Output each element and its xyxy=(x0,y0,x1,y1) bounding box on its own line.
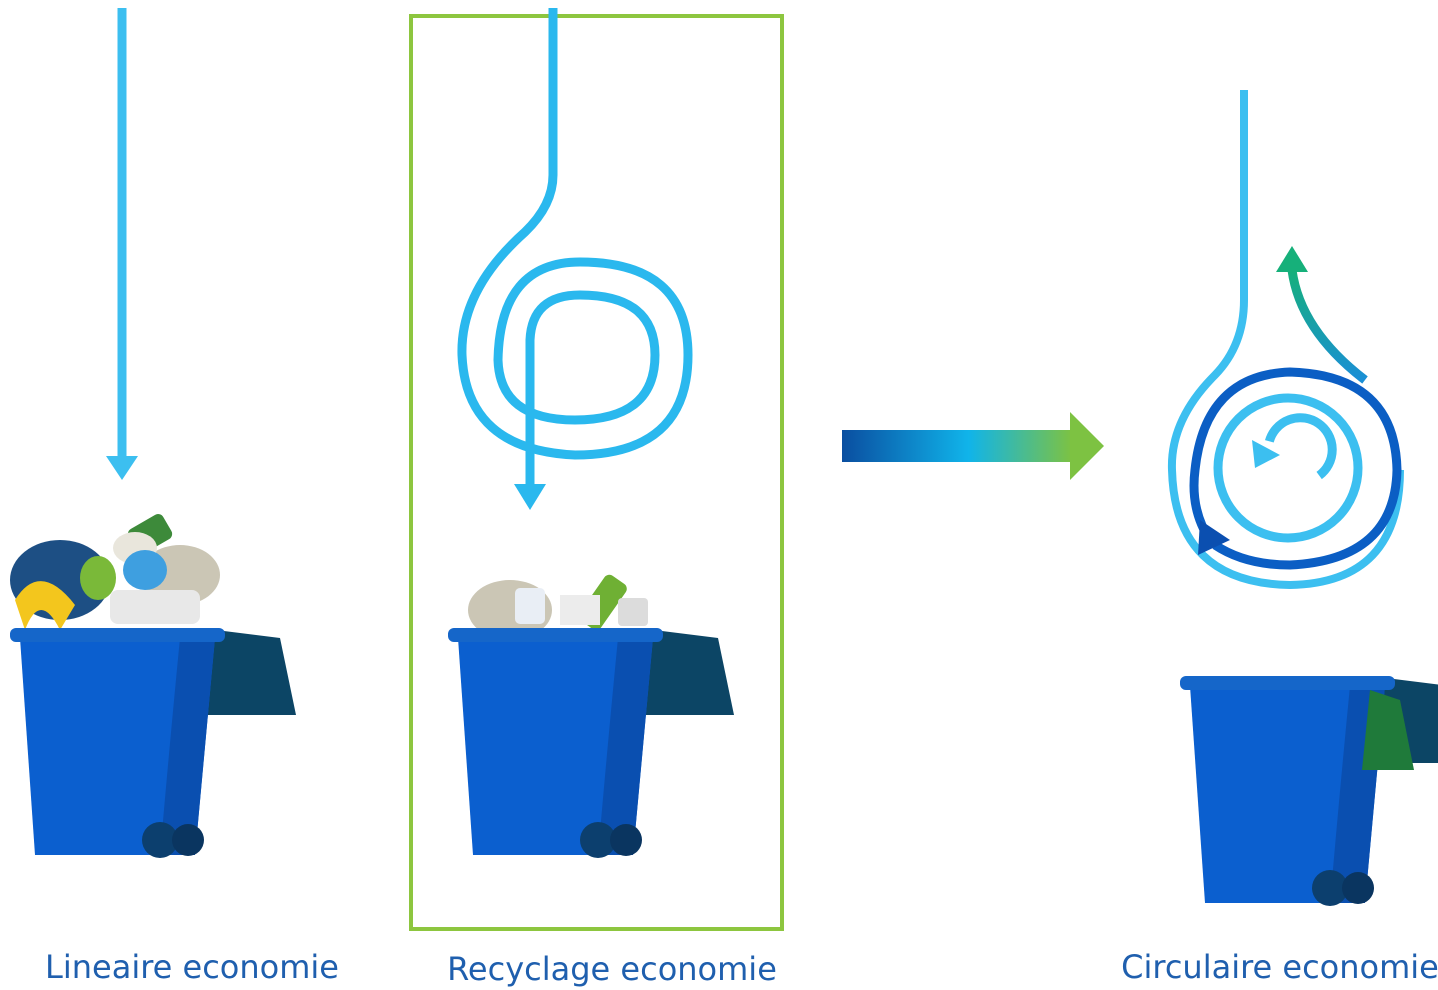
label: Recyclage economie xyxy=(447,950,777,988)
transition-arrow xyxy=(842,412,1104,480)
recycling-economy xyxy=(409,8,784,931)
label: Lineaire economie xyxy=(45,948,339,986)
trash xyxy=(10,514,220,630)
label: Circulaire economie xyxy=(1121,948,1438,986)
trash xyxy=(468,574,648,640)
linear-economy xyxy=(10,8,296,858)
circular-economy xyxy=(1167,90,1438,906)
